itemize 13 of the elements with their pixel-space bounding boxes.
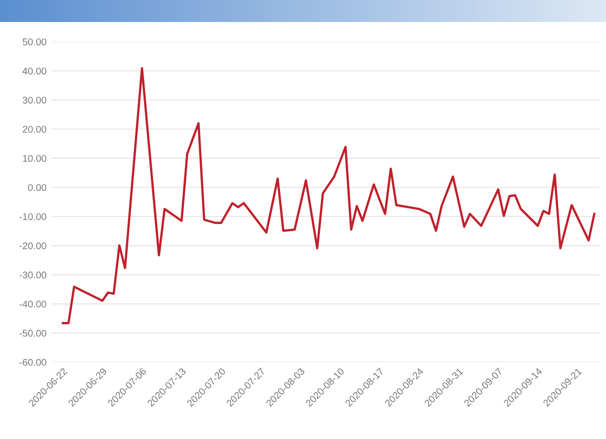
line-series [62, 67, 596, 324]
y-tick-label: 0.00 [28, 184, 46, 191]
y-tick-label: -30.00 [20, 272, 46, 278]
y-tick-label: 20.00 [22, 126, 46, 133]
y-tick-label: 40.00 [22, 68, 46, 74]
y-tick-label: 50.00 [22, 38, 46, 46]
y-tick-label: -10.00 [20, 213, 46, 220]
y-tick-label: -20.00 [20, 242, 46, 250]
y-tick-label: -50.00 [20, 330, 46, 337]
y-tick-label: -40.00 [20, 300, 46, 308]
y-tick-label: -60.00 [20, 358, 46, 366]
y-tick-label: 30.00 [22, 96, 46, 104]
y-tick-label: 10.00 [23, 154, 46, 162]
